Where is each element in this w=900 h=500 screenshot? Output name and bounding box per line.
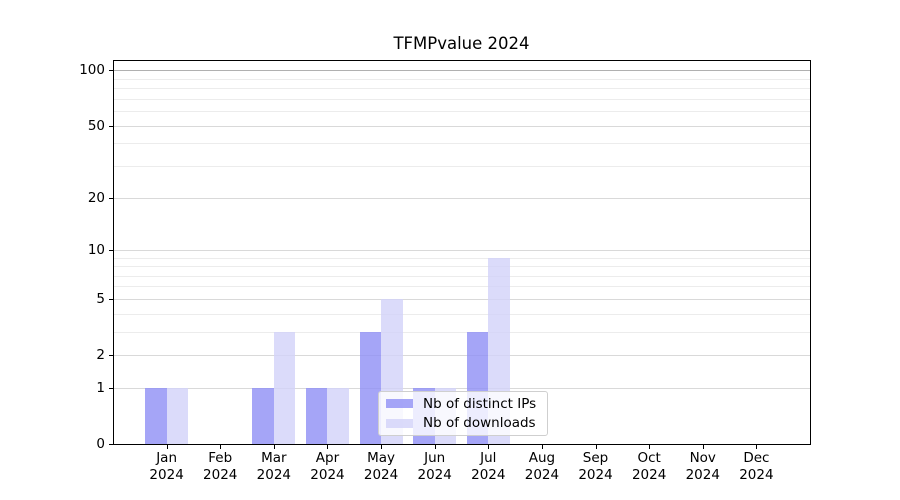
- x-tick-month: Nov: [689, 450, 716, 466]
- y-tick-mark-1: [109, 387, 113, 389]
- x-tick-year: 2024: [578, 467, 613, 483]
- x-tick-mark-oct: [649, 445, 651, 449]
- gridline-minor-3: [114, 331, 810, 333]
- bar-nb-of-distinct-ips-apr: [305, 387, 328, 444]
- x-tick-mark-feb: [220, 445, 222, 449]
- legend-label-downloads: Nb of downloads: [423, 415, 536, 432]
- x-tick-label-jun: Jun 2024: [400, 450, 470, 484]
- y-tick-mark-2: [109, 355, 113, 357]
- x-tick-month: Mar: [261, 450, 287, 466]
- bar-nb-of-distinct-ips-jan: [145, 387, 167, 444]
- gridline-5: [114, 298, 810, 300]
- legend-swatch-downloads: [386, 418, 413, 428]
- x-tick-mark-jun: [434, 445, 436, 449]
- x-tick-mark-jul: [488, 445, 490, 449]
- x-tick-label-nov: Nov 2024: [668, 450, 738, 484]
- x-tick-label-oct: Oct 2024: [614, 450, 684, 484]
- y-tick-label-10: 10: [87, 241, 105, 258]
- x-tick-mark-dec: [756, 445, 758, 449]
- x-tick-label-sep: Sep 2024: [561, 450, 631, 484]
- x-tick-month: Oct: [637, 450, 661, 466]
- y-tick-mark-5: [109, 298, 113, 300]
- y-tick-label-1: 1: [96, 379, 105, 396]
- x-tick-month: Jul: [480, 450, 497, 466]
- x-tick-mark-mar: [273, 445, 275, 449]
- gridline-50: [114, 125, 810, 127]
- x-tick-year: 2024: [417, 467, 452, 483]
- chart-title: TFMPvalue 2024: [393, 34, 530, 53]
- x-tick-mark-jan: [166, 445, 168, 449]
- y-tick-label-2: 2: [96, 347, 105, 364]
- legend: Nb of distinct IPs Nb of downloads: [378, 391, 548, 436]
- bar-nb-of-downloads-apr: [327, 387, 349, 444]
- x-tick-label-jul: Jul 2024: [453, 450, 523, 484]
- legend-label-distinct-ips: Nb of distinct IPs: [423, 395, 537, 412]
- y-tick-mark-10: [109, 249, 113, 251]
- gridline-100: [114, 70, 810, 72]
- x-tick-month: Dec: [743, 450, 770, 466]
- gridline-1: [114, 387, 810, 389]
- x-tick-mark-sep: [595, 445, 597, 449]
- gridline-minor-9: [114, 257, 810, 259]
- y-tick-mark-100: [109, 70, 113, 72]
- x-tick-year: 2024: [524, 467, 560, 483]
- bar-nb-of-downloads-mar: [273, 331, 296, 444]
- x-tick-year: 2024: [149, 467, 184, 483]
- gridline-minor-8: [114, 266, 810, 268]
- x-tick-label-feb: Feb 2024: [185, 450, 255, 484]
- x-tick-year: 2024: [363, 467, 399, 483]
- legend-item-downloads: Nb of downloads: [386, 414, 540, 433]
- x-tick-year: 2024: [203, 467, 238, 483]
- gridline-minor-90: [114, 78, 810, 80]
- gridline-10: [114, 249, 810, 251]
- y-tick-label-50: 50: [87, 117, 105, 134]
- x-tick-label-dec: Dec 2024: [721, 450, 791, 484]
- gridline-minor-7: [114, 275, 810, 277]
- y-tick-mark-20: [109, 197, 113, 199]
- gridline-minor-40: [114, 143, 810, 145]
- x-tick-mark-may: [381, 445, 383, 449]
- x-tick-year: 2024: [310, 467, 345, 483]
- y-tick-mark-0: [109, 444, 113, 445]
- x-tick-label-aug: Aug 2024: [507, 450, 577, 484]
- gridline-minor-60: [114, 111, 810, 113]
- x-tick-month: Apr: [315, 450, 340, 466]
- gridline-minor-4: [114, 313, 810, 315]
- x-tick-month: Jan: [156, 450, 178, 466]
- x-tick-label-mar: Mar 2024: [239, 450, 309, 484]
- x-tick-month: Feb: [208, 450, 233, 466]
- y-tick-label-100: 100: [79, 62, 105, 79]
- x-tick-month: Jun: [424, 450, 446, 466]
- x-tick-month: May: [367, 450, 396, 466]
- gridline-minor-6: [114, 286, 810, 288]
- gridline-minor-80: [114, 88, 810, 90]
- x-tick-month: Aug: [528, 450, 556, 466]
- x-tick-label-apr: Apr 2024: [292, 450, 362, 484]
- gridline-minor-70: [114, 98, 810, 100]
- gridline-2: [114, 355, 810, 357]
- bar-nb-of-downloads-jan: [166, 387, 189, 444]
- y-tick-label-20: 20: [87, 189, 105, 206]
- x-tick-mark-nov: [702, 445, 704, 449]
- x-tick-year: 2024: [471, 467, 506, 483]
- x-tick-month: Sep: [582, 450, 609, 466]
- x-tick-year: 2024: [685, 467, 720, 483]
- x-tick-year: 2024: [256, 467, 292, 483]
- bar-nb-of-distinct-ips-may: [359, 331, 382, 444]
- gridline-minor-30: [114, 166, 810, 167]
- x-tick-year: 2024: [739, 467, 774, 483]
- y-tick-label-5: 5: [96, 290, 105, 307]
- y-tick-label-0: 0: [96, 436, 105, 452]
- x-tick-mark-apr: [327, 445, 329, 449]
- bar-nb-of-distinct-ips-mar: [252, 387, 274, 444]
- y-tick-mark-50: [109, 125, 113, 127]
- x-tick-label-may: May 2024: [346, 450, 416, 484]
- gridline-20: [114, 197, 810, 199]
- x-tick-mark-aug: [541, 445, 543, 449]
- legend-item-distinct-ips: Nb of distinct IPs: [386, 394, 540, 413]
- x-tick-year: 2024: [631, 467, 667, 483]
- legend-swatch-distinct-ips: [386, 399, 413, 409]
- x-tick-label-jan: Jan 2024: [132, 450, 202, 484]
